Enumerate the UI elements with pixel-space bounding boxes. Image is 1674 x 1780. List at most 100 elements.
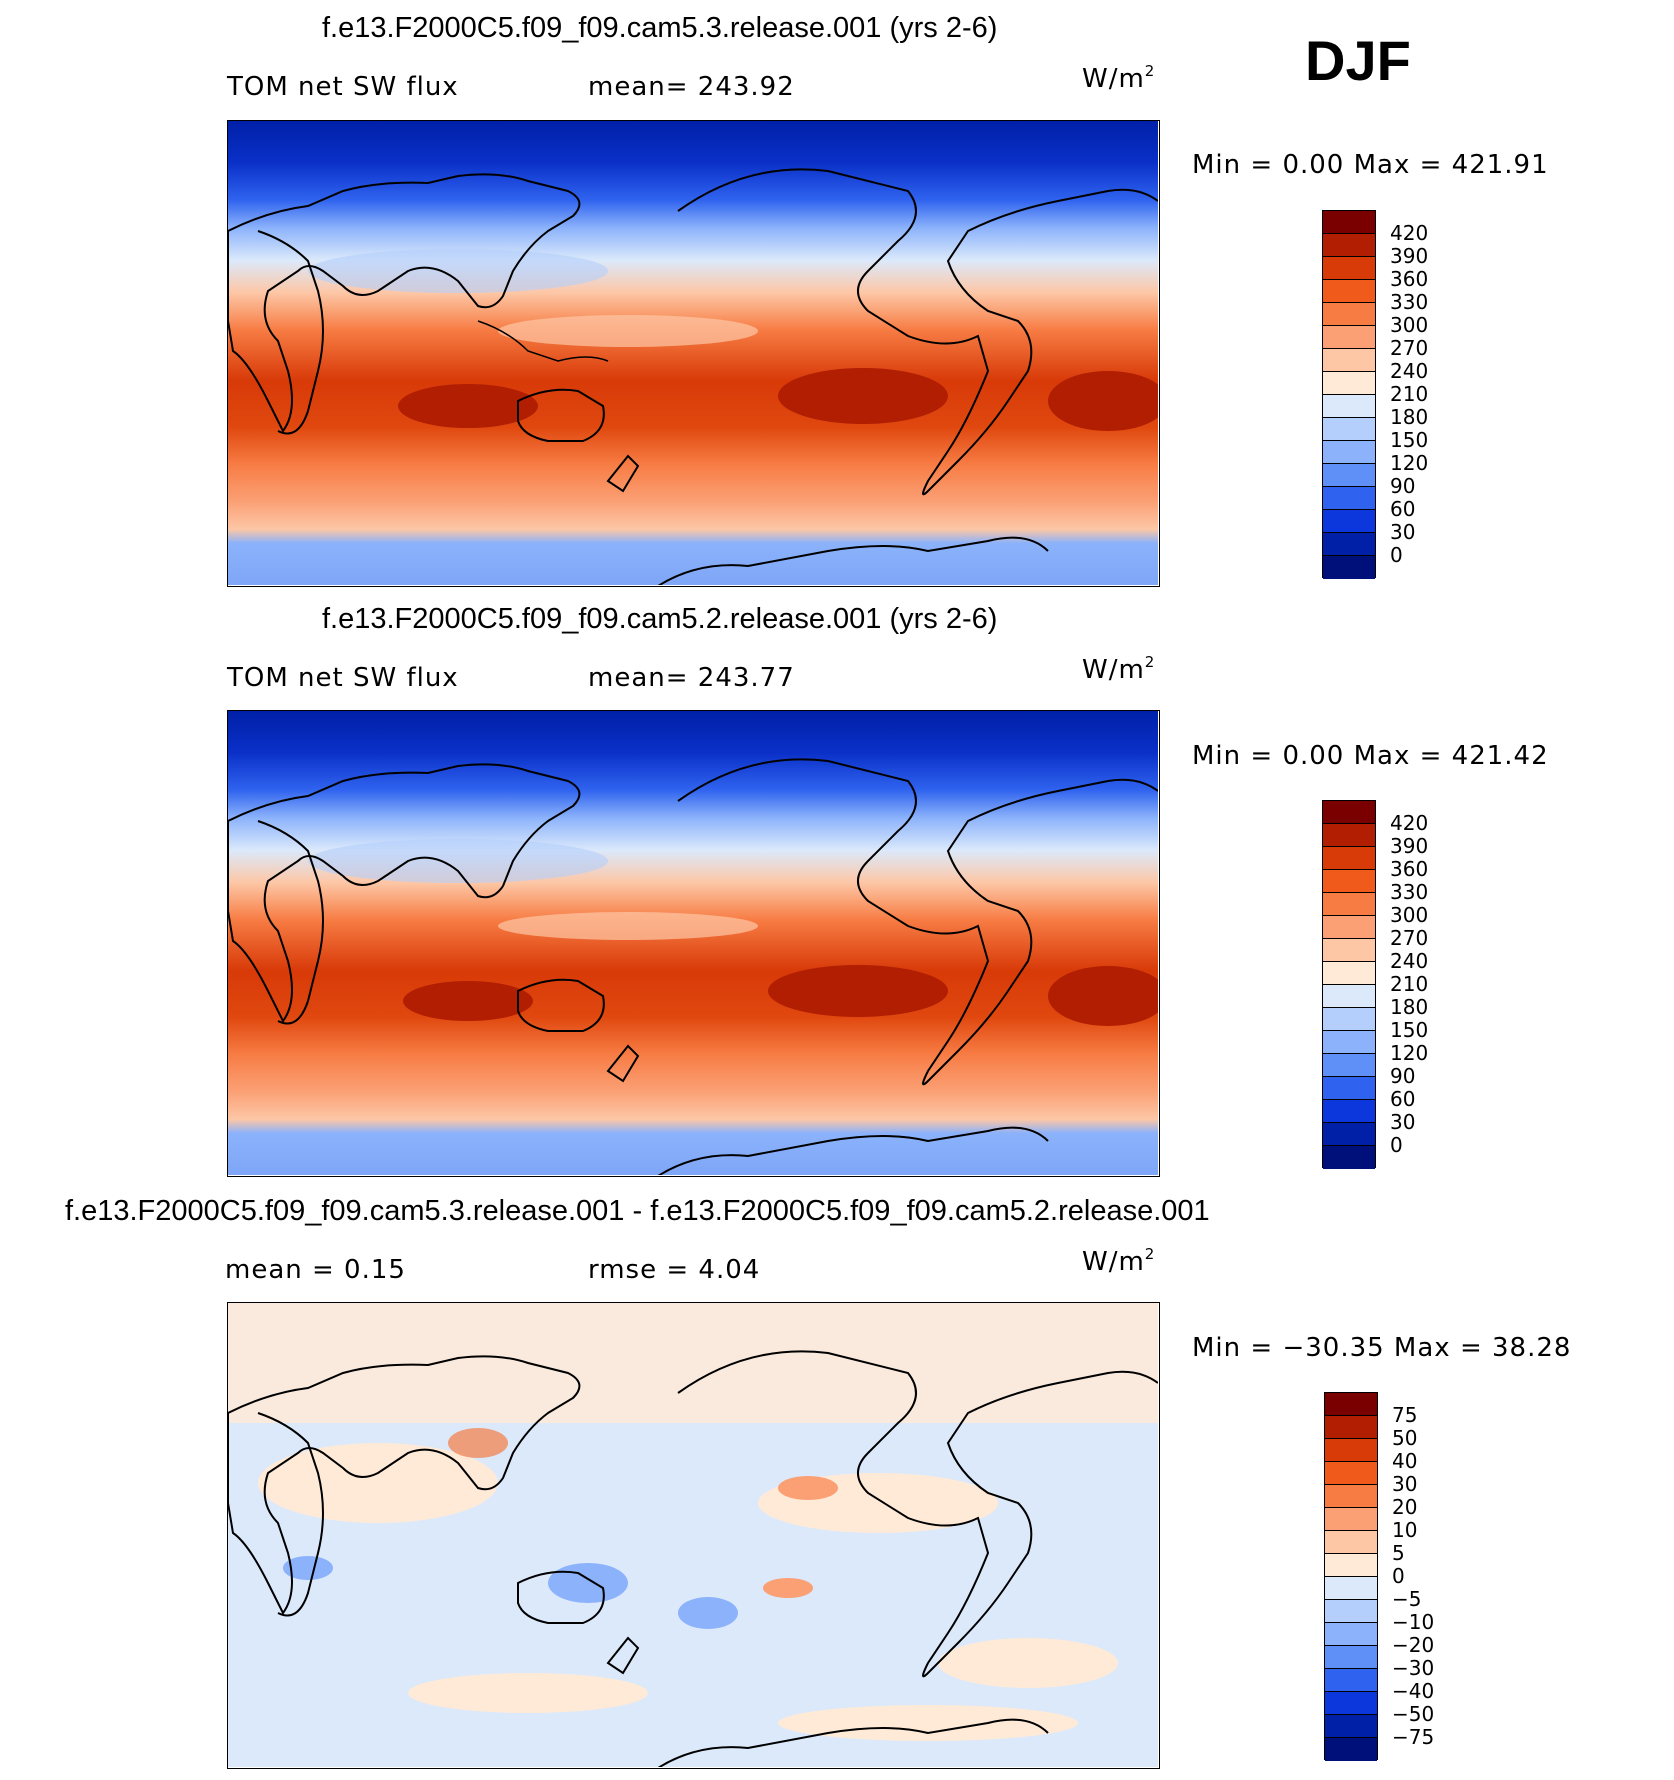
colorbar-segment	[1325, 1554, 1377, 1577]
colorbar-tick-label: 30	[1392, 1472, 1418, 1496]
colorbar-segment	[1323, 870, 1375, 893]
colorbar-tick-label: 20	[1392, 1495, 1418, 1519]
panel-top-mean: mean= 243.92	[588, 72, 795, 102]
colorbar-tick-label: 360	[1390, 267, 1429, 291]
colorbar-segment	[1325, 1416, 1377, 1439]
panel-difference-map-field	[228, 1303, 1158, 1767]
colorbar-tick-label: 240	[1390, 949, 1429, 973]
colorbar-tick-label: 60	[1390, 497, 1416, 521]
colorbar-segment	[1323, 487, 1375, 510]
colorbar-tick-label: 270	[1390, 336, 1429, 360]
colorbar-tick-label: 10	[1392, 1518, 1418, 1542]
panel-difference-title: f.e13.F2000C5.f09_f09.cam5.3.release.001…	[65, 1195, 1210, 1227]
colorbar-segment	[1323, 1054, 1375, 1077]
colorbar-tick-label: 90	[1390, 1064, 1416, 1088]
colorbar-segment	[1323, 234, 1375, 257]
panel-top-minmax: Min = 0.00 Max = 421.91	[1192, 150, 1549, 180]
colorbar-tick-label: 0	[1392, 1564, 1405, 1588]
colorbar-tick-label: 300	[1390, 313, 1429, 337]
colorbar-segment	[1323, 418, 1375, 441]
colorbar-tick-label: 180	[1390, 405, 1429, 429]
colorbar-tick-label: 0	[1390, 543, 1403, 567]
colorbar-segment	[1323, 824, 1375, 847]
colorbar-tick-label: 150	[1390, 428, 1429, 452]
colorbar-segment	[1323, 1123, 1375, 1146]
colorbar-segment	[1323, 985, 1375, 1008]
colorbar-segment	[1325, 1646, 1377, 1669]
colorbar-segment	[1323, 372, 1375, 395]
colorbar-tick-label: 60	[1390, 1087, 1416, 1111]
colorbar-segment	[1325, 1715, 1377, 1738]
panel-middle-title: f.e13.F2000C5.f09_f09.cam5.2.release.001…	[322, 603, 998, 635]
colorbar-tick-label: −30	[1392, 1656, 1435, 1680]
colorbar-tick-label: 420	[1390, 221, 1429, 245]
colorbar-segment	[1323, 395, 1375, 418]
colorbar-segment	[1323, 1100, 1375, 1123]
colorbar-tick-label: 390	[1390, 244, 1429, 268]
colorbar-segment	[1325, 1508, 1377, 1531]
season-label: DJF	[1305, 29, 1411, 92]
colorbar-segment	[1323, 280, 1375, 303]
colorbar-segment	[1323, 211, 1375, 234]
colorbar-tick-label: −50	[1392, 1702, 1435, 1726]
colorbar-segment	[1323, 1008, 1375, 1031]
panel-top-variable: TOM net SW flux	[227, 72, 459, 102]
colorbar-tick-label: 50	[1392, 1426, 1418, 1450]
panel-top-map	[227, 120, 1160, 587]
colorbar-segment	[1323, 303, 1375, 326]
colorbar-tick-label: −20	[1392, 1633, 1435, 1657]
panel-middle-colorbar	[1322, 800, 1376, 1169]
colorbar-segment	[1325, 1600, 1377, 1623]
colorbar-tick-label: 390	[1390, 834, 1429, 858]
colorbar-tick-label: 30	[1390, 520, 1416, 544]
colorbar-segment	[1325, 1623, 1377, 1646]
colorbar-tick-label: 300	[1390, 903, 1429, 927]
colorbar-tick-label: 75	[1392, 1403, 1418, 1427]
panel-middle-variable: TOM net SW flux	[227, 663, 459, 693]
panel-middle-minmax: Min = 0.00 Max = 421.42	[1192, 741, 1549, 771]
colorbar-segment	[1325, 1393, 1377, 1416]
panel-middle-map	[227, 710, 1160, 1177]
colorbar-tick-label: 150	[1390, 1018, 1429, 1042]
colorbar-tick-label: 330	[1390, 290, 1429, 314]
colorbar-segment	[1325, 1577, 1377, 1600]
colorbar-tick-label: 210	[1390, 382, 1429, 406]
colorbar-segment	[1323, 464, 1375, 487]
colorbar-tick-label: 30	[1390, 1110, 1416, 1134]
colorbar-segment	[1323, 349, 1375, 372]
colorbar-tick-label: 330	[1390, 880, 1429, 904]
colorbar-tick-label: 240	[1390, 359, 1429, 383]
colorbar-tick-label: 360	[1390, 857, 1429, 881]
colorbar-tick-label: −10	[1392, 1610, 1435, 1634]
panel-difference-minmax: Min = −30.35 Max = 38.28	[1192, 1333, 1572, 1363]
colorbar-segment	[1323, 1077, 1375, 1100]
colorbar-segment	[1325, 1485, 1377, 1508]
colorbar-segment	[1325, 1669, 1377, 1692]
panel-middle-units: W/m2	[1082, 653, 1156, 685]
colorbar-tick-label: −5	[1392, 1587, 1422, 1611]
panel-difference-colorbar	[1324, 1392, 1378, 1761]
colorbar-segment	[1323, 847, 1375, 870]
colorbar-tick-label: 90	[1390, 474, 1416, 498]
colorbar-tick-label: 210	[1390, 972, 1429, 996]
panel-top-title: f.e13.F2000C5.f09_f09.cam5.3.release.001…	[322, 12, 998, 44]
panel-middle-mean: mean= 243.77	[588, 663, 795, 693]
panel-difference-rmse: rmse = 4.04	[588, 1255, 761, 1285]
panel-difference-map	[227, 1302, 1160, 1769]
colorbar-segment	[1323, 916, 1375, 939]
colorbar-segment	[1323, 962, 1375, 985]
panel-top-map-field	[228, 121, 1158, 585]
colorbar-tick-label: 420	[1390, 811, 1429, 835]
colorbar-tick-label: 180	[1390, 995, 1429, 1019]
panel-middle-map-field	[228, 711, 1158, 1175]
colorbar-tick-label: 120	[1390, 451, 1429, 475]
colorbar-tick-label: −75	[1392, 1725, 1435, 1749]
panel-top-colorbar	[1322, 210, 1376, 579]
colorbar-segment	[1323, 893, 1375, 916]
colorbar-segment	[1323, 939, 1375, 962]
colorbar-tick-label: 0	[1390, 1133, 1403, 1157]
colorbar-segment	[1323, 1031, 1375, 1054]
panel-difference-mean: mean = 0.15	[225, 1255, 406, 1285]
colorbar-tick-label: 270	[1390, 926, 1429, 950]
colorbar-tick-label: −40	[1392, 1679, 1435, 1703]
